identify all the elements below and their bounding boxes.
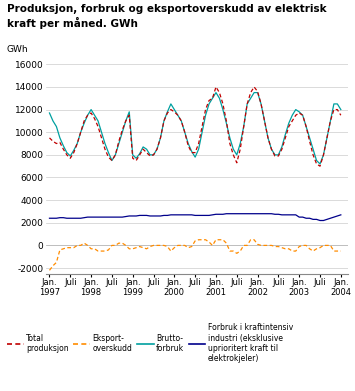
Text: Produksjon, forbruk og eksportoverskudd av elektrisk
kraft per måned. GWh: Produksjon, forbruk og eksportoverskudd … xyxy=(7,4,327,29)
Legend: Total
produksjon, Eksport-
overskudd, Brutto-
forbruk, Forbruk i kraftintensiv
i: Total produksjon, Eksport- overskudd, Br… xyxy=(7,323,293,363)
Text: GWh: GWh xyxy=(7,45,28,54)
